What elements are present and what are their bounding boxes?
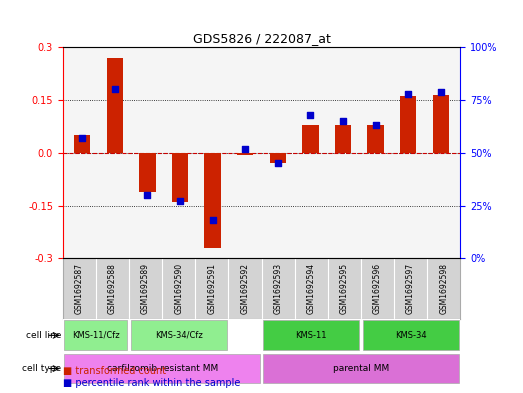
- Bar: [139, 153, 156, 191]
- Text: GSM1692591: GSM1692591: [207, 263, 217, 314]
- Bar: [400, 96, 416, 153]
- Text: GSM1692598: GSM1692598: [439, 263, 448, 314]
- Text: GSM1692596: GSM1692596: [373, 263, 382, 314]
- Text: GSM1692590: GSM1692590: [174, 263, 183, 314]
- Point: [404, 90, 412, 97]
- Text: GSM1692594: GSM1692594: [306, 263, 316, 314]
- Text: KMS-11/Cfz: KMS-11/Cfz: [72, 331, 120, 340]
- Text: ■ transformed count: ■ transformed count: [63, 366, 166, 376]
- Text: GSM1692595: GSM1692595: [340, 263, 349, 314]
- Point: [209, 217, 217, 224]
- Point: [339, 118, 347, 124]
- Bar: [367, 125, 384, 153]
- Bar: [270, 153, 286, 163]
- Point: [143, 192, 152, 198]
- Text: KMS-34: KMS-34: [395, 331, 426, 340]
- Text: GSM1692592: GSM1692592: [241, 263, 249, 314]
- Point: [111, 86, 119, 93]
- FancyBboxPatch shape: [362, 320, 459, 350]
- Bar: [335, 125, 351, 153]
- Point: [78, 135, 86, 141]
- Point: [176, 198, 184, 204]
- Point: [241, 145, 249, 152]
- FancyBboxPatch shape: [131, 320, 226, 350]
- Text: GSM1692587: GSM1692587: [75, 263, 84, 314]
- Text: cell type: cell type: [22, 364, 61, 373]
- FancyBboxPatch shape: [64, 354, 260, 384]
- Text: parental MM: parental MM: [333, 364, 389, 373]
- Bar: [302, 125, 319, 153]
- Text: GSM1692588: GSM1692588: [108, 263, 117, 314]
- Point: [437, 88, 445, 95]
- Point: [274, 160, 282, 167]
- FancyBboxPatch shape: [64, 320, 128, 350]
- Text: ■ percentile rank within the sample: ■ percentile rank within the sample: [63, 378, 240, 388]
- Point: [306, 112, 314, 118]
- Bar: [107, 58, 123, 153]
- Text: carfilzomib-resistant MM: carfilzomib-resistant MM: [107, 364, 218, 373]
- Text: GSM1692593: GSM1692593: [274, 263, 282, 314]
- Bar: [433, 95, 449, 153]
- Point: [371, 122, 380, 129]
- Bar: [74, 135, 90, 153]
- Bar: [237, 153, 253, 154]
- FancyBboxPatch shape: [263, 354, 459, 384]
- FancyBboxPatch shape: [263, 320, 359, 350]
- Text: GSM1692597: GSM1692597: [406, 263, 415, 314]
- Text: KMS-34/Cfz: KMS-34/Cfz: [155, 331, 202, 340]
- Text: KMS-11: KMS-11: [295, 331, 327, 340]
- Text: cell line: cell line: [26, 331, 61, 340]
- Bar: [204, 153, 221, 248]
- Title: GDS5826 / 222087_at: GDS5826 / 222087_at: [192, 31, 331, 44]
- Text: GSM1692589: GSM1692589: [141, 263, 150, 314]
- Bar: [172, 153, 188, 202]
